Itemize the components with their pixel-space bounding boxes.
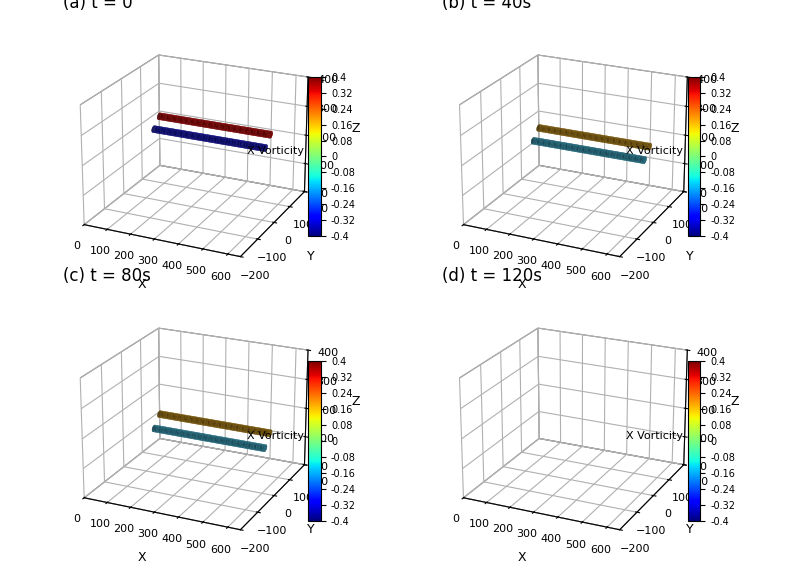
Y-axis label: Y: Y xyxy=(686,250,693,263)
Y-axis label: X Vorticity: X Vorticity xyxy=(247,146,304,156)
Text: (b) t = 40s: (b) t = 40s xyxy=(442,0,531,13)
X-axis label: X: X xyxy=(138,551,147,564)
X-axis label: X: X xyxy=(138,278,147,291)
Y-axis label: X Vorticity: X Vorticity xyxy=(247,431,304,441)
Text: (c) t = 80s: (c) t = 80s xyxy=(63,267,151,286)
X-axis label: X: X xyxy=(517,551,526,564)
X-axis label: X: X xyxy=(517,278,526,291)
Y-axis label: X Vorticity: X Vorticity xyxy=(626,146,684,156)
Y-axis label: Y: Y xyxy=(307,523,314,537)
Text: (d) t = 120s: (d) t = 120s xyxy=(442,267,542,286)
Y-axis label: Y: Y xyxy=(686,523,693,537)
Y-axis label: X Vorticity: X Vorticity xyxy=(626,431,684,441)
Text: (a) t = 0: (a) t = 0 xyxy=(63,0,132,13)
Y-axis label: Y: Y xyxy=(307,250,314,263)
